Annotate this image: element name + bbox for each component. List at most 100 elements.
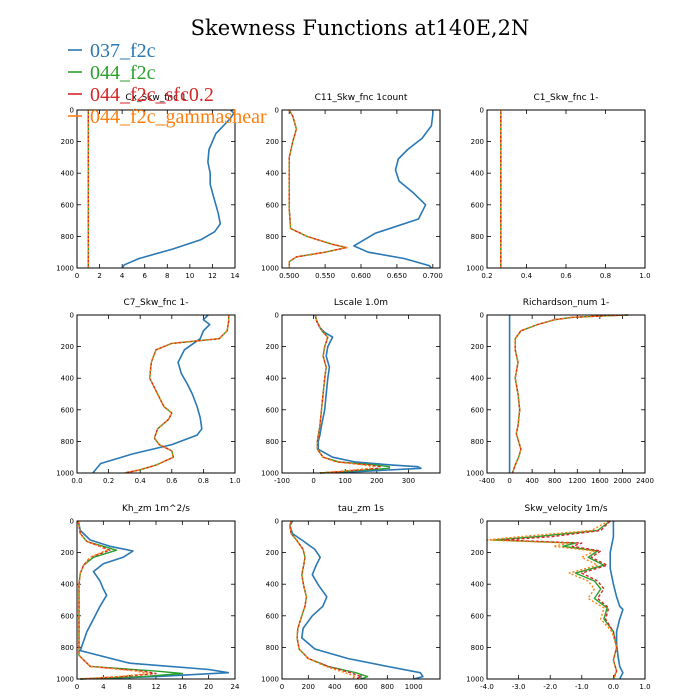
y-tick-label: 600	[61, 406, 74, 414]
x-tick-label: 200	[370, 477, 383, 485]
series-line-037-f2c	[352, 110, 434, 269]
x-tick-label: 400	[525, 477, 538, 485]
x-tick-label: -100	[274, 477, 290, 485]
y-tick-label: 800	[266, 644, 279, 652]
x-tick-label: 800	[381, 683, 394, 691]
y-tick-label: 600	[471, 201, 484, 209]
y-tick-label: 200	[266, 343, 279, 351]
series-line-044-f2c	[511, 314, 629, 474]
x-tick-label: 0	[280, 683, 284, 691]
panel-frame	[486, 109, 646, 269]
panel-title: C11_Skw_fnc 1count	[315, 93, 408, 103]
y-tick-label: 1000	[56, 265, 74, 273]
series-line-044-f2c-gammashear	[77, 520, 151, 680]
panel-frame	[76, 109, 236, 269]
y-tick-label: 600	[61, 612, 74, 620]
x-tick-label: 400	[328, 683, 341, 691]
panel-frame	[281, 314, 441, 474]
y-tick-label: 400	[471, 170, 484, 178]
series-line-044-f2c-sfc0-2	[314, 314, 381, 474]
y-tick-label: 0	[480, 312, 484, 320]
series-line-037-f2c	[314, 314, 422, 474]
y-tick-label: 600	[61, 201, 74, 209]
x-tick-label: 10	[185, 272, 194, 280]
series-line-037-f2c	[121, 109, 235, 269]
panel-title: Skw_velocity 1m/s	[524, 504, 607, 514]
x-tick-label: 0.500	[279, 272, 299, 280]
series-line-044-f2c-gammashear	[288, 109, 348, 268]
panel-frame	[486, 520, 646, 680]
x-tick-label: 4	[101, 683, 106, 691]
y-tick-label: 1000	[261, 470, 279, 478]
y-tick-label: 800	[471, 644, 484, 652]
y-tick-label: 1000	[56, 676, 74, 684]
y-tick-label: 800	[266, 233, 279, 241]
series-line-037-f2c	[92, 314, 211, 474]
series-line-044-f2c-sfc0-2	[77, 520, 157, 680]
series-line-044-f2c-gammashear	[314, 314, 375, 474]
series-line-044-f2c-sfc0-2	[511, 314, 629, 474]
y-tick-label: 200	[471, 138, 484, 146]
x-tick-label: 2	[97, 272, 101, 280]
y-tick-label: 200	[61, 138, 74, 146]
x-tick-label: 0	[75, 683, 79, 691]
x-tick-label: 0.8	[600, 272, 611, 280]
y-tick-label: 1000	[56, 470, 74, 478]
x-tick-label: 20	[204, 683, 213, 691]
y-tick-label: 200	[61, 343, 74, 351]
y-tick-label: 400	[266, 581, 279, 589]
panel-title: C7_Skw_fnc 1-	[124, 298, 189, 308]
x-tick-label: 6	[142, 272, 147, 280]
x-tick-label: 0.0	[608, 683, 619, 691]
y-tick-label: 800	[61, 644, 74, 652]
x-tick-label: 600	[354, 683, 367, 691]
x-tick-label: 12	[152, 683, 161, 691]
y-tick-label: 800	[471, 233, 484, 241]
x-tick-label: 0	[311, 477, 315, 485]
panel-c11-skw-fnc-1count: C11_Skw_fnc 1count 0 200 400 600 800 10000.500…	[261, 93, 443, 280]
x-tick-label: 0.2	[481, 272, 492, 280]
x-tick-label: -2.0	[543, 683, 557, 691]
legend-label-044-f2c-sfc0-2: 044_f2c_sfc0.2	[90, 84, 214, 106]
x-tick-label: 1200	[568, 477, 586, 485]
y-tick-label: 400	[471, 375, 484, 383]
x-tick-label: 800	[548, 477, 561, 485]
x-tick-label: -400	[479, 477, 495, 485]
x-tick-label: 8	[127, 683, 131, 691]
series-line-044-f2c	[288, 109, 348, 268]
x-tick-label: 0.8	[198, 477, 209, 485]
legend-label-044-f2c-gammashear: 044_f2c_gammashear	[90, 106, 267, 128]
x-tick-label: 300	[402, 477, 415, 485]
legend-label-037-f2c: 037_f2c	[90, 40, 156, 62]
x-tick-label: 0.700	[423, 272, 443, 280]
series-line-044-f2c-gammashear	[289, 520, 357, 680]
y-tick-label: 0	[275, 518, 279, 526]
y-tick-label: 0	[275, 107, 279, 115]
x-tick-label: 1.0	[639, 683, 650, 691]
y-tick-label: 400	[61, 581, 74, 589]
x-tick-label: 0	[507, 477, 511, 485]
y-tick-label: 600	[266, 201, 279, 209]
x-tick-label: 0.650	[387, 272, 407, 280]
x-tick-label: 0.4	[135, 477, 147, 485]
y-tick-label: 1000	[261, 676, 279, 684]
series-line-044-f2c	[289, 520, 369, 680]
y-tick-label: 1000	[466, 676, 484, 684]
panel-lscale-1-0m: Lscale 1.0m 0 200 400 600 800 1000-100 0 100 200 3…	[261, 298, 441, 485]
y-tick-label: 0	[70, 107, 74, 115]
x-tick-label: 1.0	[639, 272, 650, 280]
x-tick-label: 1.0	[229, 477, 240, 485]
x-tick-label: 0.4	[521, 272, 533, 280]
x-tick-label: 1000	[405, 683, 423, 691]
panel-title: Cx_Skw_fnc 1	[125, 93, 186, 103]
legend: 037_f2c044_f2c044_f2c_sfc0.2044_f2c_gamm…	[68, 40, 267, 128]
x-tick-label: 0.6	[560, 272, 572, 280]
y-tick-label: 600	[266, 406, 279, 414]
x-tick-label: 2000	[614, 477, 632, 485]
y-tick-label: 1000	[466, 470, 484, 478]
x-tick-label: 0.2	[103, 477, 114, 485]
